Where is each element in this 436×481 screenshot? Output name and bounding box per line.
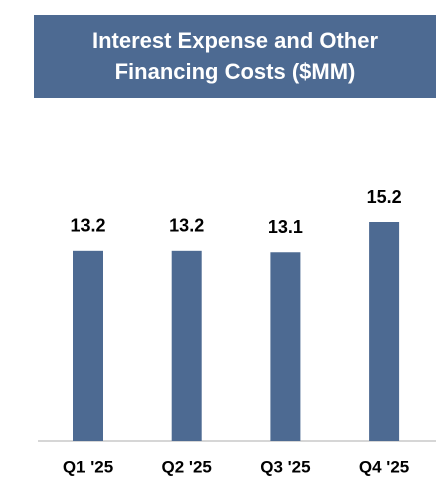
value-label: 13.1 bbox=[268, 217, 303, 237]
value-label: 13.2 bbox=[70, 216, 105, 236]
x-tick-label: Q3 '25 bbox=[260, 457, 310, 476]
bar bbox=[270, 252, 301, 441]
value-label: 15.2 bbox=[367, 187, 402, 207]
x-tick-label: Q2 '25 bbox=[162, 457, 212, 476]
chart-title: Interest Expense and Other Financing Cos… bbox=[34, 15, 436, 98]
bar bbox=[73, 250, 103, 441]
value-label: 13.2 bbox=[169, 216, 204, 236]
bar bbox=[171, 250, 202, 441]
x-tick-label: Q1 '25 bbox=[63, 457, 113, 476]
x-tick-label: Q4 '25 bbox=[359, 457, 409, 476]
bar bbox=[369, 222, 400, 441]
